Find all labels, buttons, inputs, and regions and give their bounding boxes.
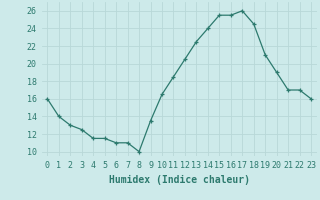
X-axis label: Humidex (Indice chaleur): Humidex (Indice chaleur) <box>109 175 250 185</box>
